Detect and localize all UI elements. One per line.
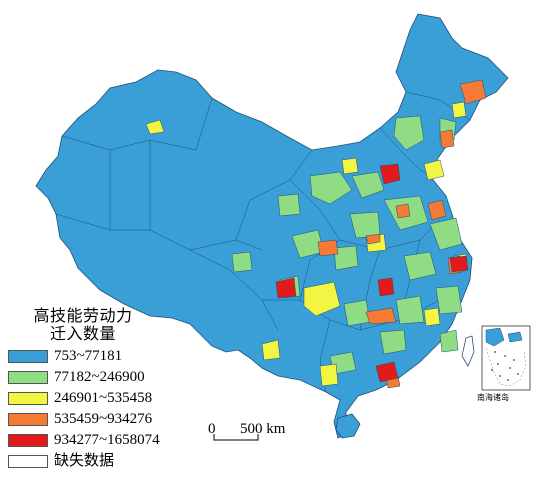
legend-swatch bbox=[8, 349, 48, 363]
legend-label: 753~77181 bbox=[54, 347, 123, 364]
legend-item: 77182~246900 bbox=[8, 368, 208, 386]
scale-start-label: 0 bbox=[208, 421, 216, 437]
legend-swatch bbox=[8, 433, 48, 447]
legend-title-line2: 迁入数量 bbox=[49, 326, 116, 343]
legend-label: 缺失数据 bbox=[54, 452, 115, 469]
legend-item: 246901~535458 bbox=[8, 389, 208, 407]
scale-bar: 0 500 km bbox=[204, 422, 314, 446]
legend-swatch bbox=[8, 391, 48, 405]
map-legend: 高技能劳动力 迁入数量 753~77181 77182~246900 246901~… bbox=[8, 308, 208, 470]
legend-swatch bbox=[8, 412, 48, 426]
legend-items: 753~77181 77182~246900 246901~535458 535459… bbox=[8, 347, 208, 470]
legend-label: 934277~1658074 bbox=[54, 431, 160, 448]
legend-label: 246901~535458 bbox=[54, 389, 153, 406]
taiwan-region bbox=[461, 335, 475, 367]
class-5-regions bbox=[275, 163, 469, 383]
south-china-sea-inset bbox=[481, 325, 531, 391]
legend-label: 535459~934276 bbox=[54, 410, 153, 427]
scale-bar-line bbox=[213, 434, 259, 441]
legend-swatch bbox=[8, 370, 48, 384]
legend-swatch bbox=[8, 454, 48, 468]
legend-item: 934277~1658074 bbox=[8, 431, 208, 449]
legend-item: 535459~934276 bbox=[8, 410, 208, 428]
inset-caption: 南海诸岛 bbox=[477, 393, 509, 402]
legend-label: 77182~246900 bbox=[54, 368, 145, 385]
scale-end-label: 500 km bbox=[240, 421, 286, 437]
hainan-region bbox=[335, 413, 361, 439]
legend-item: 753~77181 bbox=[8, 347, 208, 365]
legend-item: 缺失数据 bbox=[8, 452, 208, 470]
legend-title-line1: 高技能劳动力 bbox=[33, 308, 133, 325]
